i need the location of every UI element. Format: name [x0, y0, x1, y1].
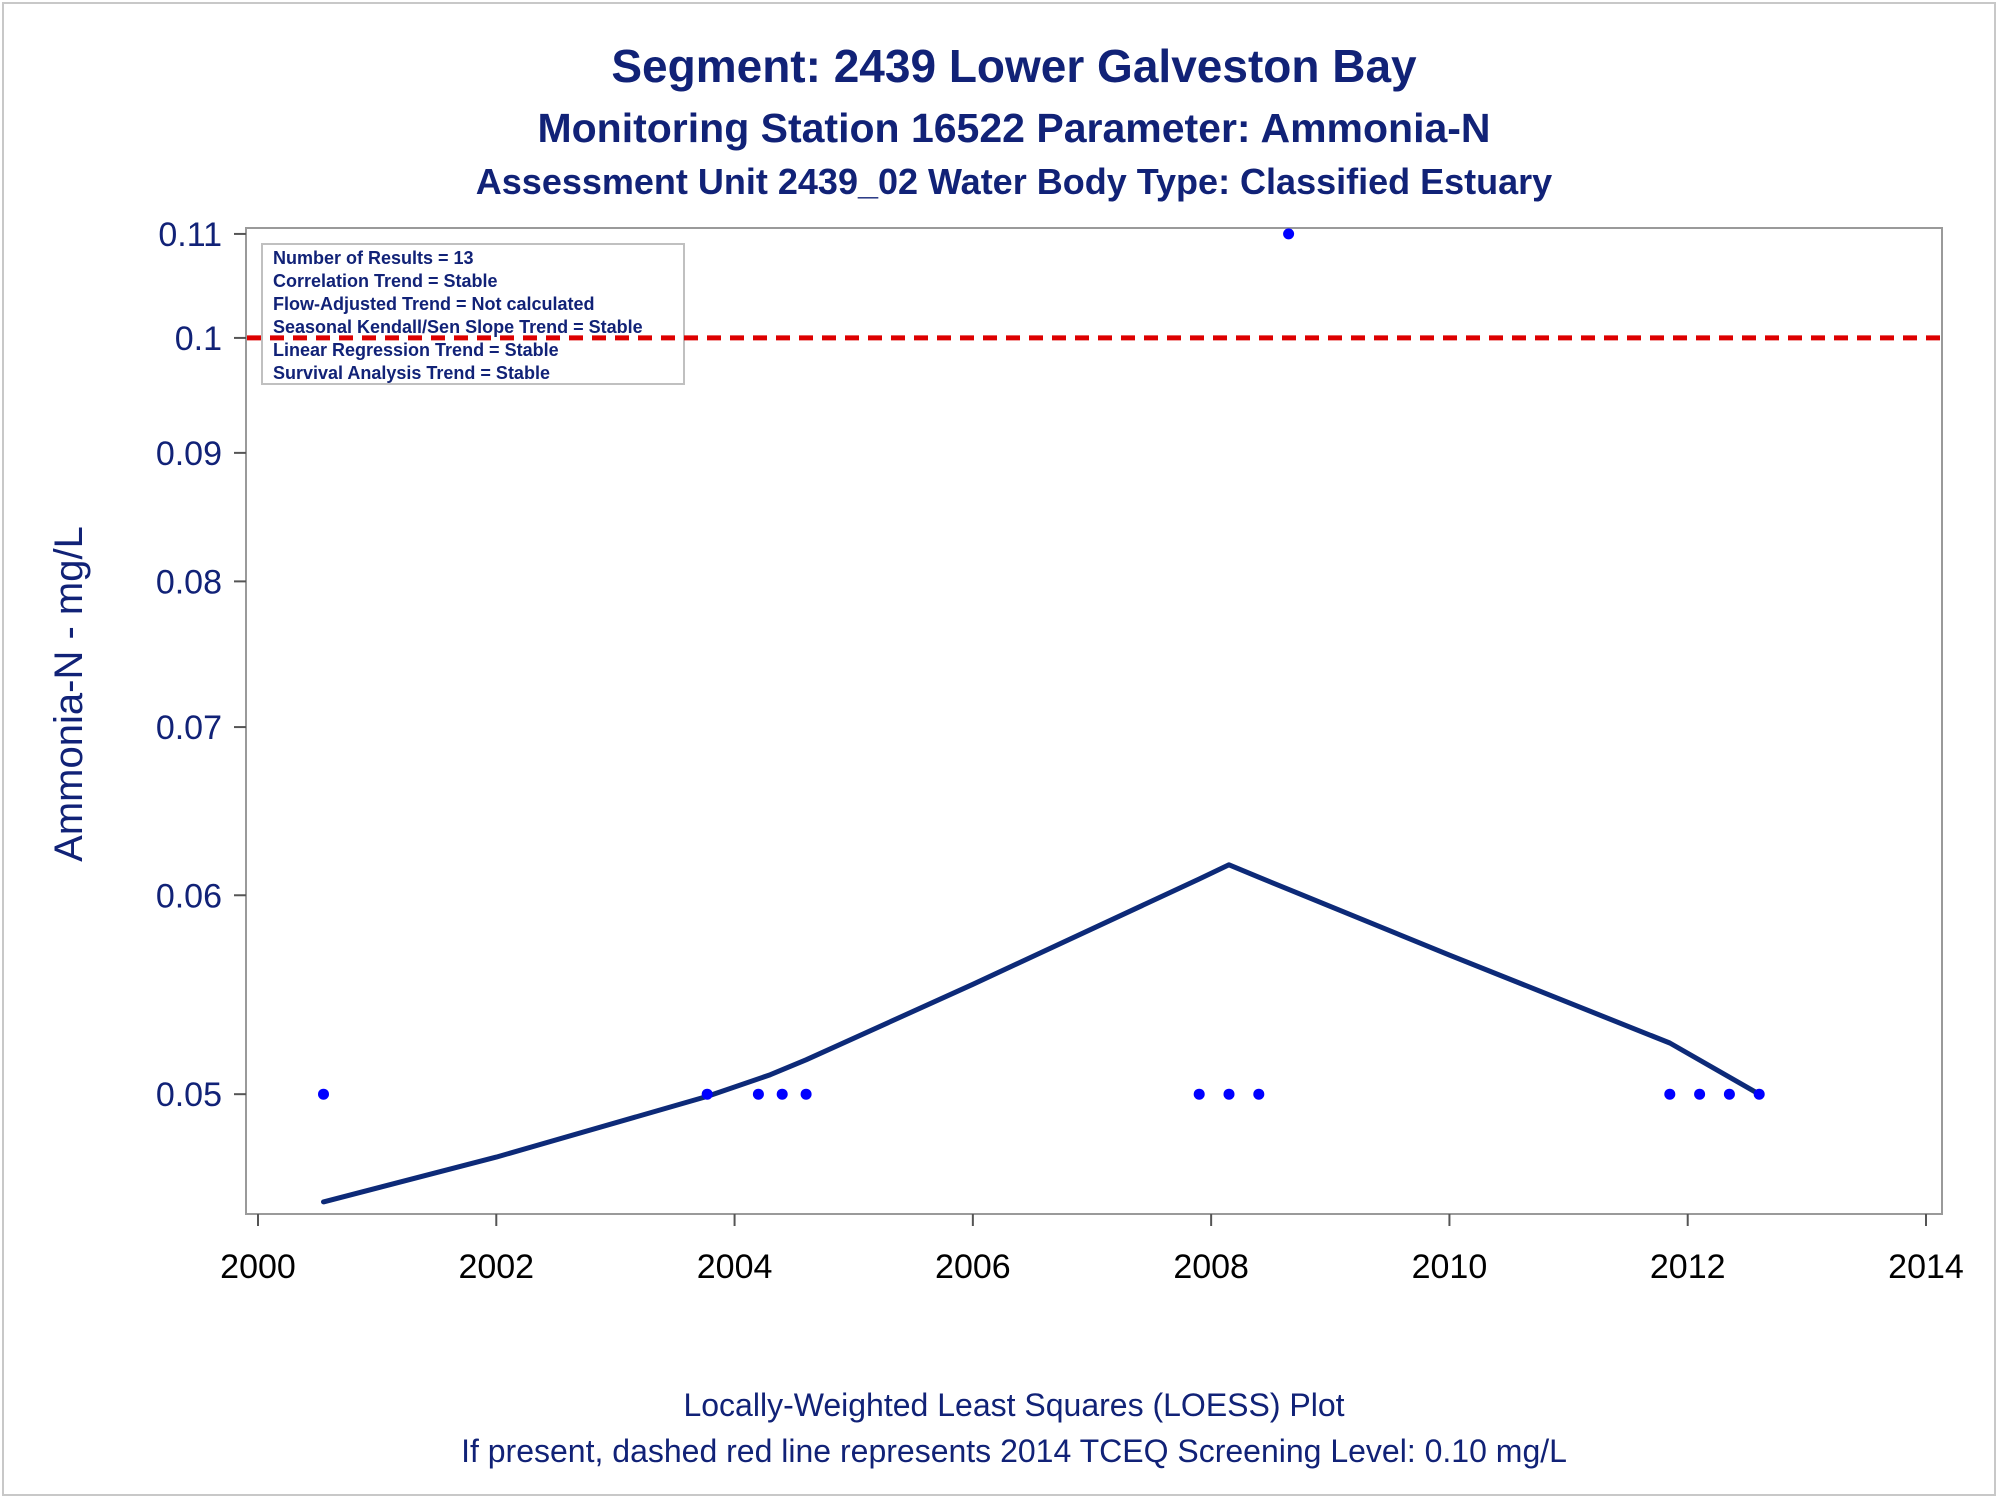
y-tick-label: 0.08: [156, 563, 222, 601]
data-point: [1253, 1088, 1265, 1100]
data-point: [800, 1088, 812, 1100]
points-layer: [318, 228, 1765, 1100]
x-tick-label: 2006: [935, 1248, 1011, 1286]
chart-subtitle-2: Assessment Unit 2439_02 Water Body Type:…: [476, 161, 1552, 202]
chart-subtitle: Monitoring Station 16522 Parameter: Ammo…: [537, 105, 1490, 151]
data-point: [1223, 1088, 1235, 1100]
data-point: [1753, 1088, 1765, 1100]
x-tick-label: 2002: [458, 1248, 534, 1286]
data-point: [318, 1088, 329, 1100]
chart-title: Segment: 2439 Lower Galveston Bay: [611, 40, 1417, 92]
inset-line: Linear Regression Trend = Stable: [273, 340, 559, 360]
x-tick-label: 2000: [220, 1248, 296, 1286]
x-tick-label: 2004: [697, 1248, 773, 1286]
footnote-1: Locally-Weighted Least Squares (LOESS) P…: [683, 1387, 1344, 1423]
chart-svg: Segment: 2439 Lower Galveston Bay Monito…: [47, 40, 1964, 1469]
data-point: [1723, 1088, 1735, 1100]
inset-line: Number of Results = 13: [273, 248, 474, 268]
plot-area: [245, 227, 1943, 1215]
y-tick-label: 0.05: [156, 1076, 222, 1114]
inset-line: Flow-Adjusted Trend = Not calculated: [273, 294, 595, 314]
data-point: [1664, 1088, 1676, 1100]
y-tick-label: 0.06: [156, 877, 222, 915]
data-point: [776, 1088, 788, 1100]
x-tick-label: 2008: [1173, 1248, 1249, 1286]
inset-line: Seasonal Kendall/Sen Slope Trend = Stabl…: [273, 317, 643, 337]
footnote-2: If present, dashed red line represents 2…: [461, 1433, 1567, 1469]
y-tick-label: 0.1: [175, 320, 222, 358]
data-point: [1283, 228, 1295, 240]
y-tick-label: 0.07: [156, 709, 222, 747]
y-axis-label: Ammonia-N - mg/L: [47, 526, 91, 862]
data-point: [1193, 1088, 1205, 1100]
data-point: [752, 1088, 764, 1100]
y-tick-label: 0.09: [156, 435, 222, 473]
loess-trend-line: [321, 862, 1762, 1205]
data-point: [1694, 1088, 1706, 1100]
data-point: [701, 1088, 713, 1100]
x-tick-label: 2012: [1650, 1248, 1726, 1286]
stats-inset-box: [261, 243, 685, 385]
axes-layer: 0.05 0.06 0.07 0.08 0.09 0.1 0.11 2000 2002 2004 2…: [156, 216, 1964, 1286]
stats-inset: Number of Results = 13 Correlation Trend…: [261, 243, 685, 385]
x-tick-label: 2010: [1412, 1248, 1488, 1286]
loess-layer: [321, 862, 1762, 1205]
inset-line: Survival Analysis Trend = Stable: [273, 363, 550, 383]
y-tick-label: 0.11: [158, 216, 222, 254]
inset-line: Correlation Trend = Stable: [273, 271, 498, 291]
x-tick-label: 2014: [1888, 1248, 1964, 1286]
